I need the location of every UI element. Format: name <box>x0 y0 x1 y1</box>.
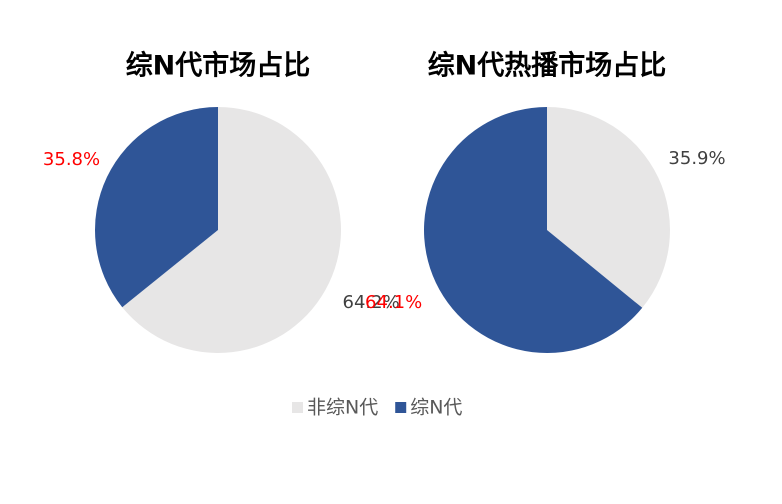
chart-title: 综N代热播市场占比 <box>428 50 667 82</box>
pie-slice <box>122 107 341 353</box>
value-label: 35.8% <box>43 149 100 170</box>
chart-title: 综N代市场占比 <box>126 50 311 82</box>
value-label: 64.1% <box>365 292 422 313</box>
legend-label: 非综N代 <box>307 397 378 419</box>
legend-label: 综N代 <box>410 397 462 419</box>
pie-slice <box>95 107 218 308</box>
value-label: 35.9% <box>668 148 725 169</box>
pie-slice <box>547 107 670 308</box>
value-label: 64.2% <box>343 292 400 313</box>
pie-slice <box>423 106 643 353</box>
legend-swatch <box>395 402 407 413</box>
legend-swatch <box>292 402 303 413</box>
